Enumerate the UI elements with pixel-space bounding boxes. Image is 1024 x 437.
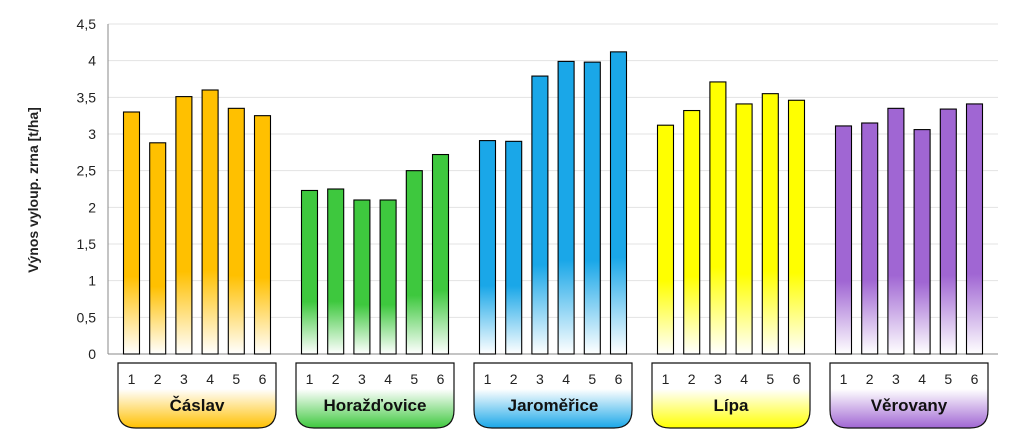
x-tick-label: 5	[232, 371, 240, 387]
bar	[431, 153, 450, 355]
x-tick-label: 3	[358, 371, 366, 387]
y-tick-label: 1,5	[77, 236, 97, 252]
bars	[122, 51, 984, 355]
x-tick-label: 2	[866, 371, 874, 387]
x-tick-label: 3	[536, 371, 544, 387]
group-box	[651, 362, 811, 429]
group-label: Lípa	[714, 396, 749, 415]
x-tick-label: 4	[206, 371, 214, 387]
bar	[834, 125, 853, 355]
group-box	[117, 362, 277, 429]
bar	[913, 129, 931, 355]
bar	[557, 60, 575, 355]
group-boxes: 1 2 3 4 5 6 Čáslav 1 2 3 4 5 6 Horažďovice 1 2 3 4 5 6 Jarom…	[117, 362, 989, 429]
y-tick-label: 4	[88, 53, 96, 69]
x-tick-label: 1	[306, 371, 314, 387]
x-tick-label: 5	[588, 371, 596, 387]
y-tick-label: 3,5	[77, 89, 97, 105]
y-tick-label: 2,5	[77, 163, 97, 179]
bar	[583, 61, 601, 355]
bar	[300, 189, 319, 355]
bar	[887, 107, 905, 355]
x-tick-label: 6	[437, 371, 445, 387]
x-tick-label: 6	[615, 371, 623, 387]
group-label: Čáslav	[170, 396, 225, 415]
x-tick-label: 3	[180, 371, 188, 387]
x-tick-label: 6	[971, 371, 979, 387]
x-tick-label: 5	[766, 371, 774, 387]
x-tick-label: 2	[154, 371, 162, 387]
bar	[735, 103, 753, 355]
bar	[175, 96, 193, 355]
y-tick-label: 1	[88, 273, 96, 289]
x-tick-label: 6	[793, 371, 801, 387]
y-axis: 0 0,5 1 1,5 2 2,5 3 3,5 4 4,5	[77, 16, 109, 362]
bar	[253, 115, 272, 355]
bar	[379, 199, 397, 355]
bar	[201, 89, 219, 355]
x-tick-label: 1	[128, 371, 136, 387]
group-label: Horažďovice	[324, 396, 427, 415]
bar	[965, 103, 984, 355]
group-label: Jaroměřice	[508, 396, 599, 415]
bar	[683, 109, 701, 355]
y-tick-label: 0	[88, 346, 96, 362]
bar	[861, 122, 879, 355]
y-axis-label: Výnos vyloup. zrna [t/ha]	[25, 107, 41, 273]
x-tick-label: 1	[484, 371, 492, 387]
x-tick-label: 4	[918, 371, 926, 387]
y-tick-label: 2	[88, 199, 96, 215]
bar	[761, 93, 779, 355]
bar	[531, 75, 549, 355]
x-tick-label: 1	[840, 371, 848, 387]
group-box	[829, 362, 989, 429]
x-tick-label: 3	[892, 371, 900, 387]
x-tick-label: 5	[944, 371, 952, 387]
bar	[609, 51, 628, 355]
bar	[405, 170, 423, 355]
y-tick-label: 4,5	[77, 16, 97, 32]
bar	[505, 140, 523, 355]
bar	[353, 199, 371, 355]
bar	[227, 107, 245, 355]
bar	[939, 108, 957, 355]
bar	[327, 188, 345, 355]
bar	[122, 111, 141, 355]
y-tick-label: 3	[88, 126, 96, 142]
bar	[709, 81, 727, 355]
x-tick-label: 6	[259, 371, 267, 387]
bar	[787, 99, 806, 355]
x-tick-label: 2	[688, 371, 696, 387]
x-tick-label: 4	[562, 371, 570, 387]
x-tick-label: 2	[510, 371, 518, 387]
bar	[656, 124, 675, 355]
x-tick-label: 5	[410, 371, 418, 387]
bar	[478, 140, 497, 355]
x-tick-label: 3	[714, 371, 722, 387]
x-tick-label: 2	[332, 371, 340, 387]
bar	[149, 142, 167, 355]
group-box	[473, 362, 633, 429]
group-label: Věrovany	[871, 396, 948, 415]
group-box	[295, 362, 455, 429]
x-tick-label: 4	[740, 371, 748, 387]
y-tick-label: 0,5	[77, 309, 97, 325]
x-tick-label: 4	[384, 371, 392, 387]
x-tick-label: 1	[662, 371, 670, 387]
